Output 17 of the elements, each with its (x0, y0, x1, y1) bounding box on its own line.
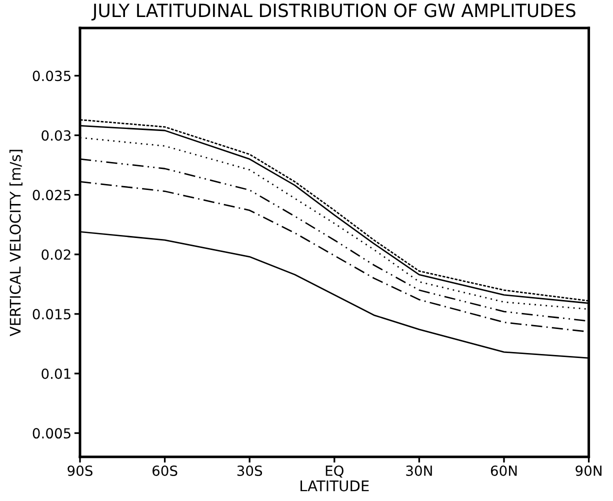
x-tick-label: 30N (406, 465, 432, 476)
y-tick-label: 0.03 (42, 130, 71, 141)
y-tick-label: 0.015 (32, 308, 70, 320)
x-tick-label: 60S (152, 465, 178, 476)
x-tick-label: 30S (237, 465, 262, 476)
y-tick-label: 0.02 (42, 249, 70, 260)
y-tick-label: 0.025 (32, 190, 70, 200)
x-tick-label: 90S (68, 465, 92, 476)
x-axis-title: LATITUDE (300, 480, 369, 492)
x-tick-label: 90N (576, 465, 602, 476)
y-axis-title: VERTICAL VELOCITY [m/s] (9, 150, 22, 336)
y-tick-label: 0.035 (32, 70, 70, 82)
y-tick-label: 0.005 (32, 428, 70, 439)
x-tick-label: 60N (490, 465, 517, 476)
x-tick-label: EQ (326, 465, 344, 478)
y-tick-label: 0.01 (42, 368, 70, 379)
chart-title: JULY LATITUDINAL DISTRIBUTION OF GW AMPLITUDES (91, 4, 576, 21)
